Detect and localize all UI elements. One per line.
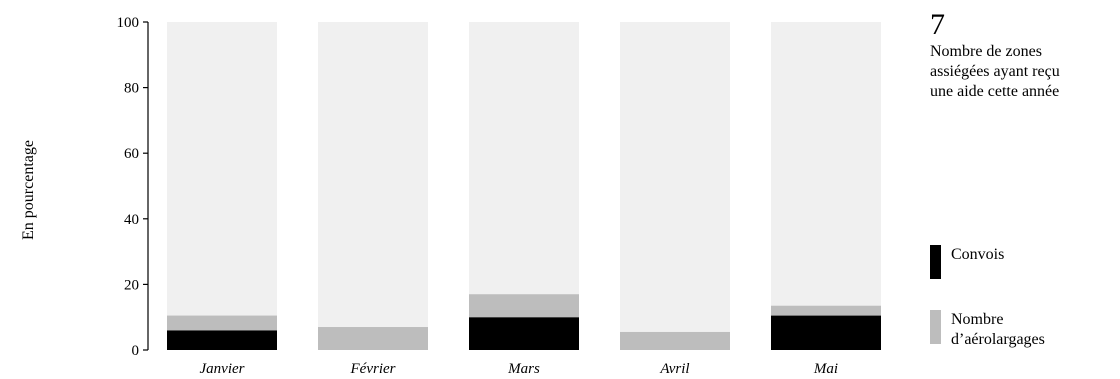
stat-number: 7 — [930, 8, 945, 41]
x-tick-label-fevrier: Février — [350, 361, 396, 377]
y-axis-label-text: En pourcentage — [20, 139, 38, 240]
y-axis: 0 20 40 60 80 100 — [117, 15, 149, 359]
x-tick-label-mars: Mars — [507, 361, 540, 377]
y-tick-label-0: 0 — [132, 343, 140, 359]
legend-label-aerolargages: Nombre d’aérolargages — [951, 311, 1045, 348]
bar-background-mai — [771, 22, 881, 350]
stat-callout: 7 Nombre de zones assiégées ayant reçu u… — [930, 8, 1120, 102]
x-tick-label-mai: Mai — [813, 361, 838, 377]
bars-group — [167, 22, 881, 350]
stat-description: Nombre de zones assiégées ayant reçu une… — [930, 43, 1060, 100]
bar-background-avril — [620, 22, 730, 350]
legend-label-convois: Convois — [951, 246, 1005, 263]
legend-swatch-convois — [930, 245, 941, 279]
x-tick-label-janvier: Janvier — [200, 361, 245, 377]
y-tick-label-60: 60 — [124, 146, 139, 162]
legend-item-aerolargages: Nombre d’aérolargages — [930, 310, 1045, 350]
legend-item-convois: Convois — [930, 245, 1004, 279]
x-tick-label-avril: Avril — [659, 361, 689, 377]
bar-background-janvier — [167, 22, 277, 350]
bar-convois-mai — [771, 315, 881, 350]
bar-aerolargages-fevrier — [318, 327, 428, 350]
bar-convois-janvier — [167, 330, 277, 350]
y-tick-label-80: 80 — [124, 81, 139, 97]
stacked-bar-chart: 0 20 40 60 80 100 Janvier Février Mars Avril Mai — [117, 15, 881, 377]
bar-aerolargages-mars — [469, 294, 579, 318]
y-tick-label-20: 20 — [124, 277, 139, 293]
y-tick-label-40: 40 — [124, 212, 139, 228]
x-tick-labels: Janvier Février Mars Avril Mai — [200, 361, 839, 377]
y-tick-label-100: 100 — [117, 15, 140, 31]
legend-swatch-aerolargages — [930, 310, 941, 344]
bar-aerolargages-avril — [620, 331, 730, 350]
bar-background-fevrier — [318, 22, 428, 350]
y-axis-label: En pourcentage — [14, 0, 44, 379]
bar-aerolargages-janvier — [167, 315, 277, 331]
bar-convois-mars — [469, 317, 579, 350]
bar-aerolargages-mai — [771, 305, 881, 316]
